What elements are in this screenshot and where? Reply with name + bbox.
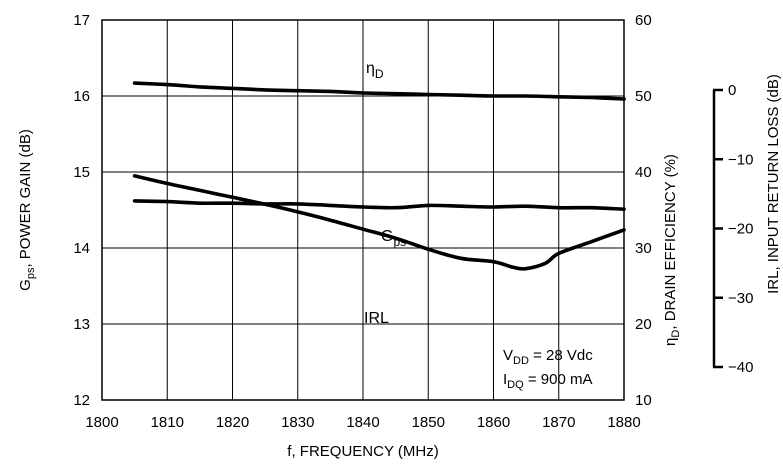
series-label-irl: IRL bbox=[364, 310, 389, 327]
irl-tick-label: 0 bbox=[728, 82, 736, 99]
series-label-gain: Gps bbox=[381, 228, 406, 249]
x-tick-label: 1880 bbox=[607, 414, 640, 431]
right-axis-label: ηD, DRAIN EFFICIENCY (%) bbox=[662, 154, 682, 346]
left-y-tick-label: 15 bbox=[73, 164, 90, 181]
left-y-tick-label: 14 bbox=[73, 240, 90, 257]
series-line-irl bbox=[132, 174, 626, 271]
note-vdd: VDD = 28 Vdc bbox=[503, 347, 593, 367]
x-tick-label: 1850 bbox=[412, 414, 445, 431]
x-tick-label: 1840 bbox=[346, 414, 379, 431]
irl-tick-label: −30 bbox=[728, 290, 753, 307]
right-y-tick-label: 20 bbox=[635, 316, 652, 333]
right-y-tick-label: 60 bbox=[635, 12, 652, 29]
series-label-efficiency: ηD bbox=[366, 60, 384, 81]
right-y-tick-labels: 10 20 30 40 50 60 bbox=[635, 12, 652, 409]
x-tick-label: 1830 bbox=[281, 414, 314, 431]
grid bbox=[102, 20, 624, 400]
outer-axis-label: IRL, INPUT RETURN LOSS (dB) bbox=[765, 74, 782, 294]
x-tick-labels: 1800 1810 1820 1830 1840 1850 1860 1870 1880 bbox=[85, 414, 640, 431]
irl-tick-label: −10 bbox=[728, 151, 753, 168]
irl-tick-label: −40 bbox=[728, 359, 753, 376]
left-axis-label: Gps, POWER GAIN (dB) bbox=[17, 129, 37, 291]
left-y-tick-label: 12 bbox=[73, 392, 90, 409]
left-y-tick-label: 17 bbox=[73, 12, 90, 29]
note-idq: IDQ = 900 mA bbox=[503, 371, 592, 391]
right-y-tick-label: 10 bbox=[635, 392, 652, 409]
x-tick-label: 1820 bbox=[216, 414, 249, 431]
irl-tick-label: −20 bbox=[728, 221, 753, 238]
right-y-tick-label: 40 bbox=[635, 164, 652, 181]
x-tick-label: 1870 bbox=[542, 414, 575, 431]
irl-axis: 0 −10 −20 −30 −40 bbox=[712, 82, 753, 376]
series-line-efficiency bbox=[132, 81, 626, 101]
right-y-tick-label: 50 bbox=[635, 88, 652, 105]
x-tick-label: 1810 bbox=[151, 414, 184, 431]
x-axis-label: f, FREQUENCY (MHz) bbox=[287, 443, 438, 460]
left-y-tick-labels: 12 13 14 15 16 17 bbox=[73, 12, 90, 409]
series-curves bbox=[132, 81, 626, 271]
right-y-tick-label: 30 bbox=[635, 240, 652, 257]
left-y-tick-label: 13 bbox=[73, 316, 90, 333]
x-tick-label: 1860 bbox=[477, 414, 510, 431]
series-line-gain bbox=[132, 199, 626, 211]
x-tick-label: 1800 bbox=[85, 414, 118, 431]
left-y-tick-label: 16 bbox=[73, 88, 90, 105]
